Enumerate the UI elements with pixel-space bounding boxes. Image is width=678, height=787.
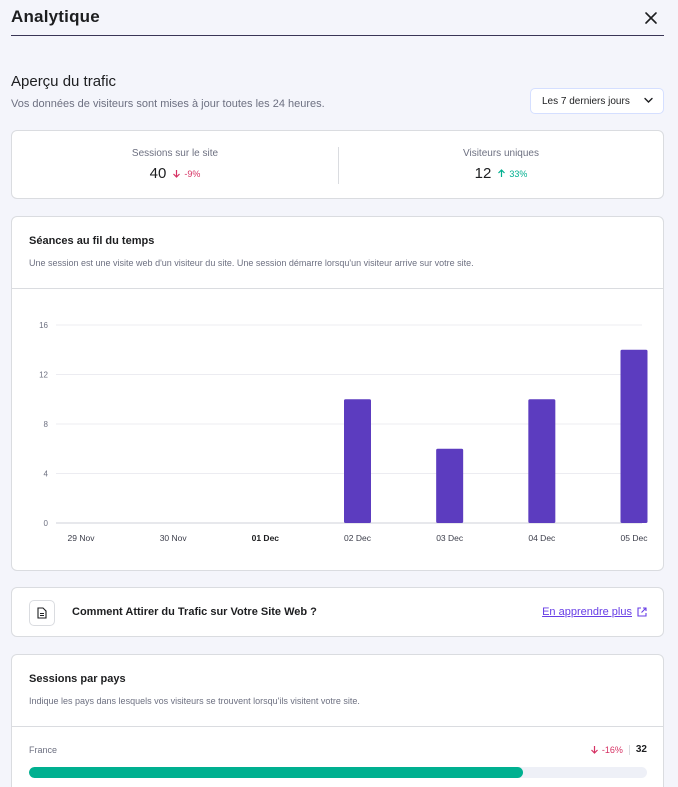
y-tick-label: 16 [39,321,48,330]
kpi-sessions: Sessions sur le site 40 -9% [12,148,338,182]
date-range-value: Les 7 derniers jours [542,95,630,107]
country-delta: -16% [590,745,623,755]
date-range-select[interactable]: Les 7 derniers jours [530,88,664,114]
bar-05-dec[interactable] [620,349,648,523]
kpi-value: 12 [474,165,492,182]
sessions-bar-chart: 0 4 8 12 16 29 Nov 30 Nov 01 Dec 02 Dec 03 Dec 04 … [39,321,649,543]
document-icon [29,600,55,626]
kpi-divider [338,147,339,184]
learn-more-link[interactable]: En apprendre plus [542,606,647,618]
traffic-tip-card: Comment Attirer du Trafic sur Votre Site… [11,587,664,637]
bar-02-dec[interactable] [344,399,371,523]
divider [12,288,663,289]
sessions-chart-card: Séances au fil du temps Une session est … [11,216,664,571]
tip-title: Comment Attirer du Trafic sur Votre Site… [72,606,317,618]
kpi-delta: 33% [497,169,527,179]
modal-title: Analytique [11,7,100,26]
arrow-down-icon [590,746,598,754]
y-tick-label: 8 [44,420,49,429]
country-stats: -16% 32 [590,744,647,755]
y-tick-label: 0 [44,519,49,528]
close-icon[interactable] [642,9,660,27]
y-tick-label: 4 [44,470,49,479]
x-tick-label: 30 Nov [160,533,188,543]
modal-header: Analytique [11,0,664,36]
kpi-unique-visitors: Visiteurs uniques 12 33% [338,148,664,182]
sessions-by-country-card: Sessions par pays Indique les pays dans … [11,654,664,787]
kpi-label: Sessions sur le site [131,148,219,159]
x-tick-label: 29 Nov [68,533,96,543]
kpi-label: Visiteurs uniques [463,148,539,159]
kpi-delta-value: -9% [184,168,201,179]
learn-more-label: En apprendre plus [542,606,632,618]
country-card-subtitle: Indique les pays dans lesquels vos visit… [29,696,360,706]
arrow-up-icon [498,169,506,177]
arrow-down-icon [173,170,181,178]
divider [628,744,630,755]
bar-04-dec[interactable] [528,399,556,523]
country-progress-track [29,767,647,778]
x-tick-label: 04 Dec [528,533,556,543]
x-tick-label: 01 Dec [252,533,280,543]
kpi-delta-value: 33% [509,168,528,179]
bar-03-dec[interactable] [436,448,464,523]
country-count: 32 [635,744,647,755]
overview-title: Aperçu du trafic [11,73,117,90]
chart-card-subtitle: Une session est une visite web d'un visi… [29,258,474,268]
country-delta-value: -16% [601,744,623,755]
country-progress-fill [29,767,524,778]
x-tick-label: 03 Dec [436,533,464,543]
chevron-down-icon [644,97,653,103]
kpi-value: 40 [149,165,167,182]
chart-card-title: Séances au fil du temps [29,235,155,247]
divider [12,726,663,727]
country-name: France [29,745,58,755]
country-card-title: Sessions par pays [29,673,126,685]
kpi-delta: -9% [172,169,200,179]
overview-subtitle: Vos données de visiteurs sont mises à jo… [11,98,325,110]
x-tick-label: 02 Dec [344,533,372,543]
y-tick-label: 12 [39,371,48,380]
x-tick-label: 05 Dec [621,533,649,543]
external-link-icon [637,607,647,617]
kpi-card: Sessions sur le site 40 -9% Visiteurs un… [11,130,664,199]
